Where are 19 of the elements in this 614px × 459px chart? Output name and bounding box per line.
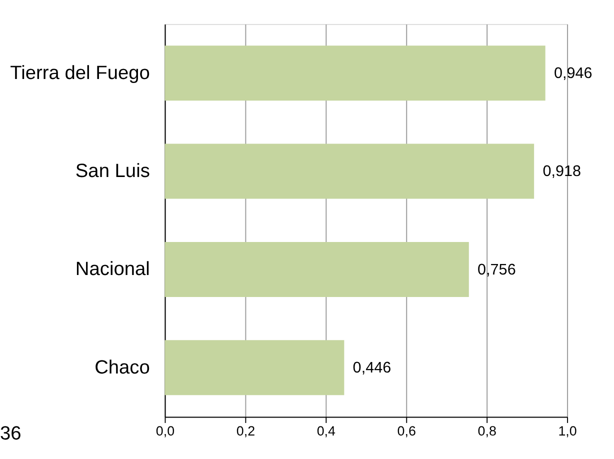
x-tick-label: 0,2 xyxy=(236,423,256,438)
bar xyxy=(164,242,469,297)
y-tick-label: Chaco xyxy=(94,357,150,378)
x-tick-label: 0,4 xyxy=(316,423,336,438)
data-label: 0,946 xyxy=(554,64,592,82)
x-tick-label: 1,0 xyxy=(558,423,577,438)
data-label: 0,756 xyxy=(478,261,516,278)
x-tick-label: 0,8 xyxy=(478,423,496,438)
x-tick-label: 0,6 xyxy=(397,423,416,438)
bar xyxy=(164,144,534,199)
bar xyxy=(164,340,344,396)
y-tick-label: San Luis xyxy=(75,161,150,182)
data-label: 0,446 xyxy=(352,359,392,376)
data-label: 0,918 xyxy=(542,163,582,180)
y-tick-label: Tierra del Fuego xyxy=(10,62,150,84)
x-tick-label: 0,0 xyxy=(156,423,175,438)
text: 36 xyxy=(0,424,22,445)
bar xyxy=(164,46,546,101)
y-tick-label: Nacional xyxy=(75,259,150,280)
